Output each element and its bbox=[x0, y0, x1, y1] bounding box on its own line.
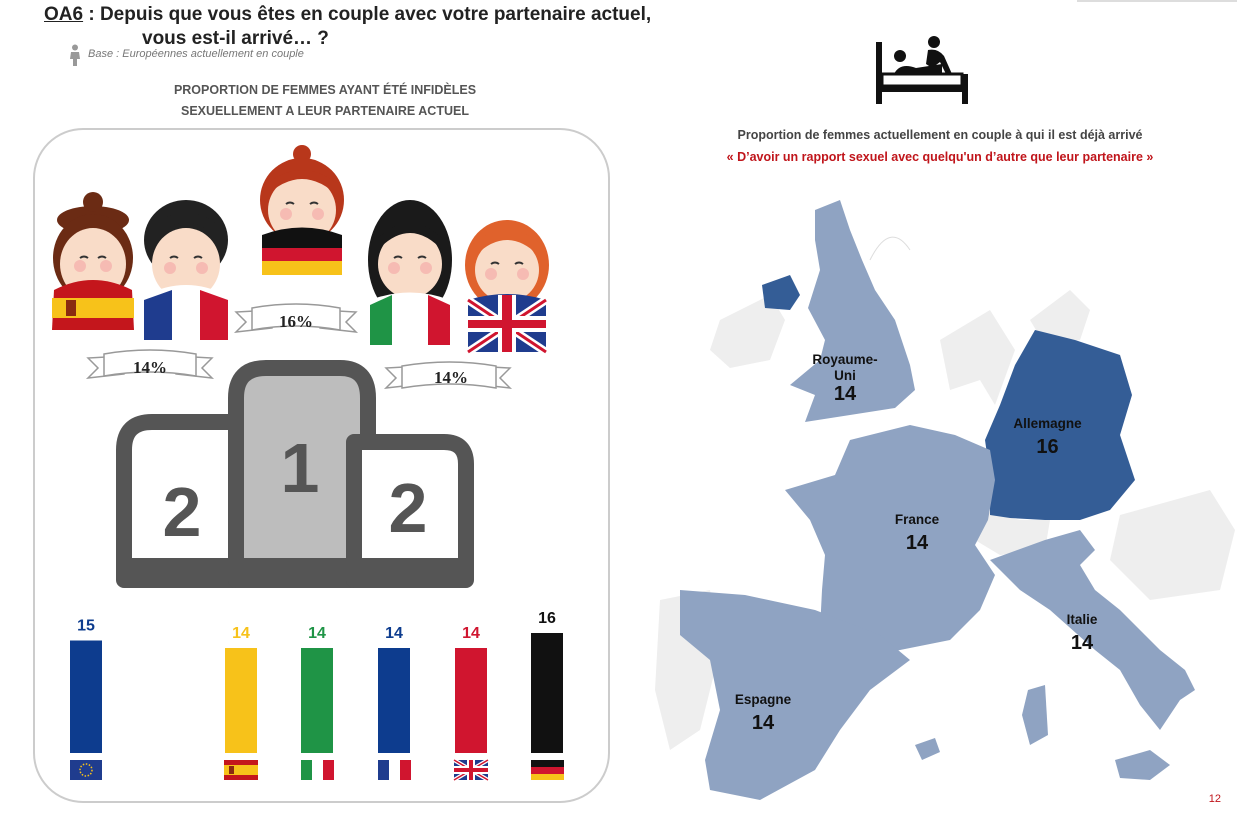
bar-value-espagne: 14 bbox=[232, 625, 250, 642]
right-heading-quote: « D’avoir un rapport sexuel avec quelqu'… bbox=[726, 150, 1154, 164]
question-title-line2: vous est-il arrivé… ? bbox=[142, 28, 329, 49]
question-code: OA6 bbox=[44, 4, 84, 25]
uk-name-line1: Royaume- bbox=[812, 352, 878, 367]
switzerland-shape bbox=[975, 510, 1050, 555]
bar-royaume-uni bbox=[455, 648, 487, 753]
bed-couple-icon bbox=[876, 36, 968, 104]
germany-value: 16 bbox=[1036, 435, 1059, 458]
left-second-ribbon bbox=[85, 349, 215, 379]
uk-woman-figure bbox=[465, 220, 549, 356]
bar-value-france: 14 bbox=[385, 625, 403, 642]
italy-name: Italie bbox=[1066, 612, 1098, 627]
france-man-figure bbox=[144, 200, 228, 340]
uk-value: 14 bbox=[833, 383, 857, 406]
eastern-europe-shape bbox=[1110, 490, 1235, 600]
uk-shape bbox=[790, 200, 915, 422]
left-heading: PROPORTION DE FEMMES AYANT ÉTÉ INFIDÈLES… bbox=[120, 80, 530, 122]
germany-name: Allemagne bbox=[1013, 416, 1082, 431]
question-text-part1: : Depuis que vous êtes en couple avec vo… bbox=[83, 4, 652, 25]
spain-name: Espagne bbox=[734, 692, 792, 707]
bar-value-italie: 14 bbox=[308, 625, 326, 642]
germany-woman-figure bbox=[260, 145, 344, 275]
italy-shape bbox=[990, 530, 1195, 730]
flag-spain-icon bbox=[224, 760, 258, 780]
sardinia-shape bbox=[1022, 685, 1048, 745]
page-number: 12 bbox=[1208, 793, 1221, 805]
map-label-france: France 14 bbox=[872, 512, 962, 555]
question-title-line1: OA6 : Depuis que vous êtes en couple ave… bbox=[44, 4, 651, 26]
bar-europe bbox=[70, 640, 102, 753]
left-second-pct: 14% bbox=[133, 358, 167, 377]
france-shape bbox=[785, 425, 995, 652]
italy-woman-figure bbox=[368, 200, 452, 345]
right-heading: Proportion de femmes actuellement en cou… bbox=[640, 124, 1240, 168]
france-value: 14 bbox=[905, 531, 929, 554]
bar-value-royaume-uni: 14 bbox=[462, 625, 480, 642]
podium-second-left-label: 2 bbox=[163, 473, 202, 551]
denmark-shape bbox=[1030, 290, 1090, 345]
left-heading-line2: SEXUELLEMENT A LEUR PARTENAIRE ACTUEL bbox=[181, 104, 469, 118]
northern-ireland-shape bbox=[762, 275, 800, 310]
podium-second-right-label: 2 bbox=[389, 469, 428, 547]
bar-allemagne bbox=[531, 633, 563, 753]
italy-value: 14 bbox=[1070, 631, 1094, 654]
right-heading-line1: Proportion de femmes actuellement en cou… bbox=[737, 128, 1143, 142]
benelux-shape bbox=[940, 310, 1015, 405]
first-place-pct: 16% bbox=[279, 312, 313, 331]
spain-shape bbox=[680, 590, 910, 800]
bar-value-europe: 15 bbox=[77, 618, 95, 635]
france-name: France bbox=[894, 512, 940, 527]
woman-icon bbox=[70, 44, 80, 66]
flag-italy-icon bbox=[301, 760, 334, 780]
podium-illustration: 16% 14% 14% 2 1 2 bbox=[52, 145, 549, 588]
podium-first-label: 1 bbox=[281, 429, 320, 507]
map-label-italy: Italie 14 bbox=[1052, 612, 1112, 655]
flag-germany-icon bbox=[531, 760, 564, 780]
top-edge-line bbox=[1077, 0, 1237, 2]
spain-woman-figure bbox=[52, 192, 134, 330]
right-second-pct: 14% bbox=[434, 368, 468, 387]
map-label-uk: Royaume- Uni 14 bbox=[800, 352, 890, 406]
flag-uk-icon bbox=[452, 758, 490, 782]
bar-espagne bbox=[225, 648, 257, 753]
flag-eu-icon bbox=[70, 760, 102, 780]
spain-value: 14 bbox=[751, 711, 775, 734]
bar-france bbox=[378, 648, 410, 753]
map-label-germany: Allemagne 16 bbox=[1000, 416, 1095, 459]
europe-map bbox=[655, 200, 1235, 800]
first-place-ribbon bbox=[233, 303, 359, 333]
flag-france-icon bbox=[378, 760, 411, 780]
right-second-ribbon bbox=[383, 361, 513, 389]
base-note: Base : Européennes actuellement en coupl… bbox=[88, 48, 304, 60]
bar-chart: 15 14 14 14 14 16 bbox=[70, 610, 564, 782]
bar-italie bbox=[301, 648, 333, 753]
bar-value-allemagne: 16 bbox=[538, 610, 556, 627]
ireland-shape bbox=[710, 295, 785, 368]
left-heading-line1: PROPORTION DE FEMMES AYANT ÉTÉ INFIDÈLES bbox=[173, 83, 477, 97]
germany-shape bbox=[985, 330, 1135, 520]
sicily-shape bbox=[1115, 750, 1170, 780]
left-panel bbox=[33, 128, 610, 803]
map-label-spain: Espagne 14 bbox=[718, 692, 808, 735]
podium bbox=[116, 360, 474, 588]
balearic-shape bbox=[915, 738, 940, 760]
uk-name-line2: Uni bbox=[834, 367, 856, 383]
